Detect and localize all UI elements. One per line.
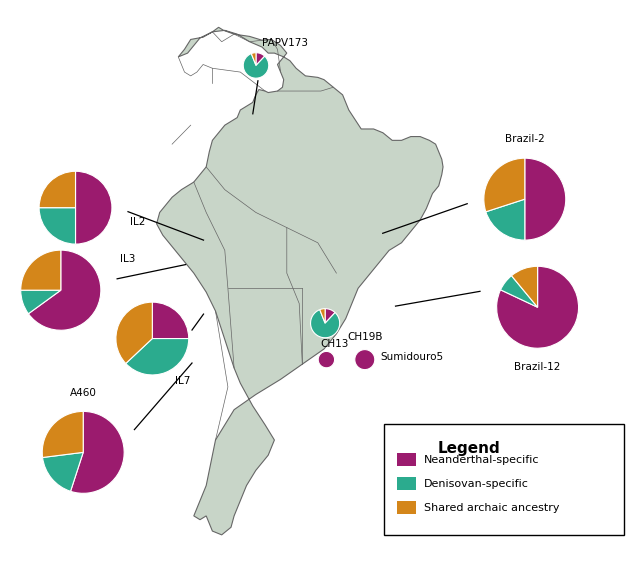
Wedge shape (525, 158, 566, 240)
Text: Neanderthal-specific: Neanderthal-specific (424, 455, 539, 465)
Text: Legend: Legend (438, 441, 500, 456)
Wedge shape (486, 199, 525, 240)
Wedge shape (20, 250, 61, 290)
Bar (397, 453, 416, 466)
Text: Brazil-12: Brazil-12 (515, 362, 561, 372)
Wedge shape (243, 53, 269, 78)
Wedge shape (318, 352, 335, 368)
Text: Denisovan-specific: Denisovan-specific (424, 479, 529, 489)
Text: Sumidouro5: Sumidouro5 (381, 352, 444, 362)
Wedge shape (39, 208, 76, 244)
Wedge shape (256, 53, 265, 65)
Wedge shape (70, 411, 124, 493)
Wedge shape (511, 266, 538, 307)
Wedge shape (39, 171, 76, 208)
Text: IL2: IL2 (130, 217, 145, 227)
Wedge shape (76, 171, 112, 244)
FancyBboxPatch shape (384, 424, 624, 535)
Wedge shape (126, 339, 189, 375)
Polygon shape (157, 27, 443, 535)
Text: A460: A460 (70, 387, 97, 398)
Text: Shared archaic ancestry: Shared archaic ancestry (424, 502, 559, 513)
Wedge shape (28, 250, 101, 330)
Text: IL3: IL3 (120, 254, 135, 264)
Wedge shape (20, 290, 61, 314)
Wedge shape (310, 310, 340, 338)
Text: CH19B: CH19B (348, 332, 383, 343)
Wedge shape (500, 276, 538, 307)
Text: PAPV173: PAPV173 (262, 38, 308, 48)
Wedge shape (355, 349, 375, 370)
Text: CH13: CH13 (320, 339, 348, 349)
Text: IL7: IL7 (175, 376, 190, 386)
Text: Brazil-2: Brazil-2 (505, 134, 545, 145)
Wedge shape (325, 308, 335, 323)
Wedge shape (152, 302, 189, 339)
Bar (397, 501, 416, 514)
Wedge shape (252, 53, 256, 65)
Bar (397, 477, 416, 490)
Wedge shape (320, 308, 325, 323)
Wedge shape (484, 158, 525, 212)
Wedge shape (42, 411, 83, 457)
Wedge shape (497, 266, 579, 348)
Wedge shape (42, 452, 83, 491)
Wedge shape (116, 302, 152, 364)
